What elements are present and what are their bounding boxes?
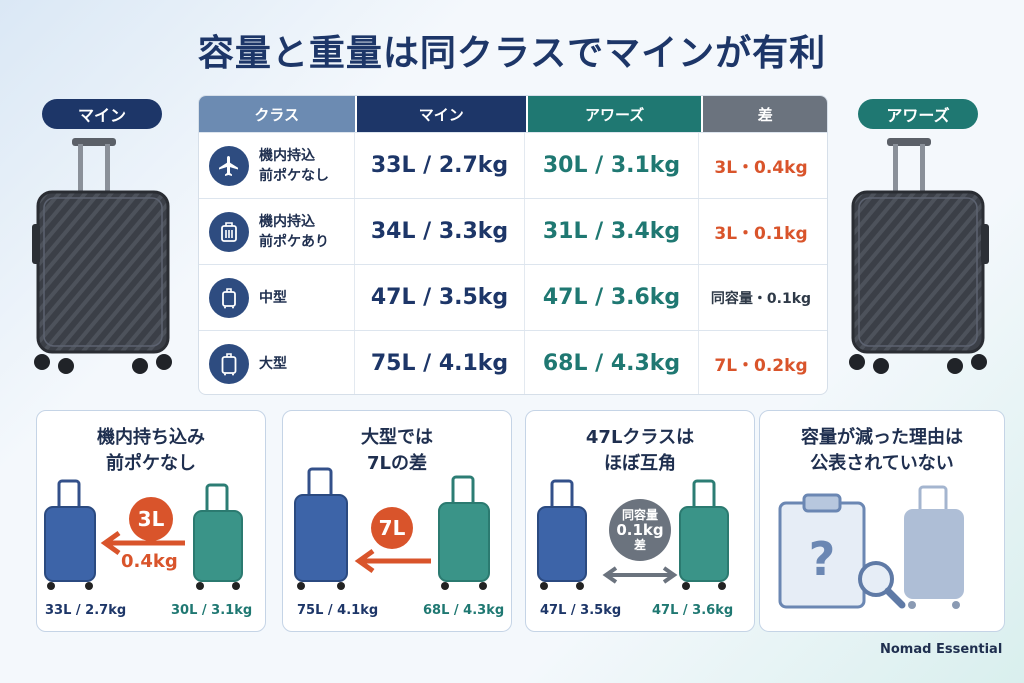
row-diff-value: 3L・0.4kg	[714, 158, 808, 178]
row-ours-value: 47L / 3.6kg	[542, 285, 681, 310]
row-diff-value: 同容量・0.1kg	[710, 290, 812, 307]
table-row: 機内持込 前ポケなし 33L / 2.7kg 30L / 3.1kg 3L・0.…	[199, 132, 827, 198]
row-mine-value: 75L / 4.1kg	[370, 351, 509, 376]
suitcase-blue-image	[44, 479, 96, 590]
card-large: 大型では 7Lの差 7L 75L / 4.1kg 68L / 4.3kg	[282, 410, 512, 632]
row-class-label: 大型	[259, 355, 287, 372]
airplane-icon	[209, 145, 249, 186]
suitcase-pocket-icon	[209, 211, 249, 252]
suitcase-blue-image	[294, 467, 348, 590]
table-row: 機内持込 前ポケあり 34L / 3.3kg 31L / 3.4kg 3L・0.…	[199, 198, 827, 264]
row-class-cell: 機内持込 前ポケあり	[199, 199, 355, 264]
suitcase-teal-image	[679, 479, 729, 590]
row-mine-value: 47L / 3.5kg	[370, 285, 509, 310]
row-ours-value: 30L / 3.1kg	[542, 153, 681, 178]
suitcase-comparison-art	[294, 467, 490, 590]
right-caption: 47L / 3.6kg	[652, 603, 734, 618]
row-mine-value: 34L / 3.3kg	[370, 219, 509, 244]
row-mine-value: 33L / 2.7kg	[370, 153, 509, 178]
same-capacity-badge: 同容量 0.1kg 差	[609, 499, 671, 561]
suitcase-icon	[209, 277, 249, 318]
row-ours-value: 31L / 3.4kg	[542, 219, 681, 244]
magnifier-icon	[858, 561, 906, 609]
row-diff-value: 7L・0.2kg	[714, 356, 808, 376]
table-row: 中型 47L / 3.5kg 47L / 3.6kg 同容量・0.1kg	[199, 264, 827, 330]
card-title: 容量が減った理由は 公表されていない	[801, 427, 963, 474]
row-diff-cell: 同容量・0.1kg	[699, 265, 823, 330]
badge-line-2: 0.1kg	[616, 520, 664, 539]
suitcase-comparison-art	[537, 479, 729, 590]
card-title: 47Lクラスは ほぼ互角	[585, 427, 695, 474]
diff-badge: 7L	[371, 507, 413, 549]
header-class: クラス	[199, 96, 355, 132]
suitcase-blue-image	[537, 479, 587, 590]
row-mine-cell: 34L / 3.3kg	[355, 199, 525, 264]
double-arrow-icon	[602, 566, 678, 584]
header-ours: アワーズ	[527, 96, 702, 132]
header-diff: 差	[703, 96, 827, 132]
svg-text:?: ?	[809, 532, 836, 586]
row-mine-cell: 47L / 3.5kg	[355, 265, 525, 330]
table-header: クラス マイン アワーズ 差	[199, 96, 827, 132]
row-class-cell: 機内持込 前ポケなし	[199, 133, 355, 198]
suitcase-comparison-art	[44, 479, 243, 590]
card-47l-class: 47Lクラスは ほぼ互角 同容量 0.1kg 差 47L / 3.5kg 47L…	[525, 410, 755, 632]
arrow-left-icon	[100, 530, 185, 556]
left-caption: 75L / 4.1kg	[297, 603, 379, 618]
right-caption: 68L / 4.3kg	[423, 603, 505, 618]
row-class-label: 機内持込 前ポケあり	[259, 213, 329, 250]
badge-line-1: 同容量	[621, 507, 658, 522]
undisclosed-art: ?	[778, 485, 964, 609]
row-ours-cell: 68L / 4.3kg	[525, 331, 699, 394]
suitcase-ours-image	[849, 138, 989, 374]
suitcase-mine-image	[32, 138, 172, 374]
row-class-cell: 中型	[199, 265, 355, 330]
left-caption: 47L / 3.5kg	[540, 603, 622, 618]
row-class-label: 機内持込 前ポケなし	[259, 147, 329, 184]
card-reason-undisclosed: 容量が減った理由は 公表されていない ?	[759, 410, 1005, 632]
clipboard-question-icon: ?	[778, 493, 866, 609]
badge-line-3: 差	[633, 537, 646, 552]
comparison-table: クラス マイン アワーズ 差 機内持込 前ポケなし 33L / 2.7kg 30…	[198, 95, 828, 395]
card-carry-on-no-pocket: 機内持ち込み 前ポケなし 3L 0.4kg 33L / 2.7kg 30L / …	[36, 410, 266, 632]
suitcase-faded-image	[904, 485, 964, 609]
suitcase-teal-image	[438, 475, 490, 590]
page-title: 容量と重量は同クラスでマインが有利	[197, 33, 827, 74]
row-mine-cell: 33L / 2.7kg	[355, 133, 525, 198]
table-row: 大型 75L / 4.1kg 68L / 4.3kg 7L・0.2kg	[199, 330, 827, 394]
row-diff-cell: 3L・0.4kg	[699, 133, 823, 198]
right-caption: 30L / 3.1kg	[171, 603, 253, 618]
side-label-mine: マイン	[42, 99, 162, 129]
suitcase-icon	[209, 343, 249, 384]
suitcase-teal-image	[193, 483, 243, 590]
row-class-label: 中型	[259, 289, 287, 306]
row-ours-cell: 47L / 3.6kg	[525, 265, 699, 330]
diff-badge: 3L	[129, 497, 173, 541]
row-ours-value: 68L / 4.3kg	[542, 351, 681, 376]
row-diff-cell: 3L・0.1kg	[699, 199, 823, 264]
header-mine: マイン	[356, 96, 526, 132]
side-label-ours: アワーズ	[858, 99, 978, 129]
row-ours-cell: 31L / 3.4kg	[525, 199, 699, 264]
row-mine-cell: 75L / 4.1kg	[355, 331, 525, 394]
card-title: 大型では 7Lの差	[361, 427, 433, 474]
left-caption: 33L / 2.7kg	[45, 603, 127, 618]
row-diff-cell: 7L・0.2kg	[699, 331, 823, 394]
arrow-left-icon	[354, 548, 431, 574]
row-ours-cell: 30L / 3.1kg	[525, 133, 699, 198]
row-class-cell: 大型	[199, 331, 355, 394]
brand-label: Nomad Essential	[880, 642, 1003, 657]
row-diff-value: 3L・0.1kg	[714, 224, 808, 244]
weight-diff-text: 0.4kg	[121, 551, 178, 572]
card-title: 機内持ち込み 前ポケなし	[97, 427, 205, 474]
